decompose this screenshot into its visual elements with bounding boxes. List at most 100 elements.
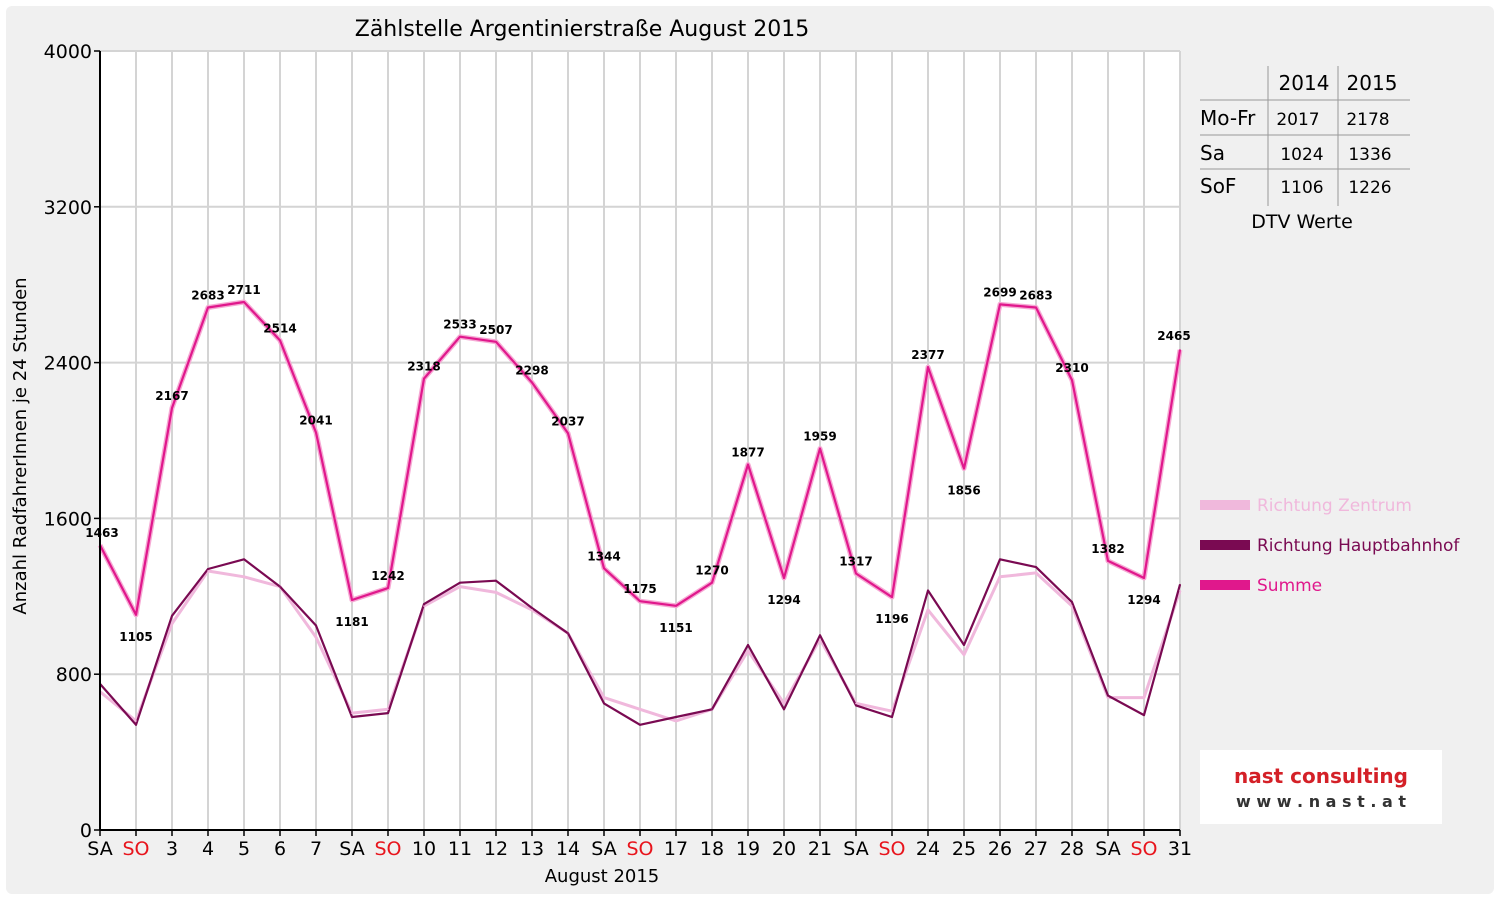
data-point bbox=[315, 624, 317, 627]
data-point bbox=[639, 600, 641, 602]
data-label: 1856 bbox=[947, 484, 980, 498]
data-point bbox=[1035, 566, 1037, 568]
data-label: 1463 bbox=[85, 526, 118, 540]
data-point bbox=[999, 558, 1001, 561]
data-label: 1294 bbox=[1127, 593, 1160, 607]
dtv-header-2015: 2015 bbox=[1347, 71, 1398, 95]
x-tick-label: SA bbox=[591, 838, 616, 860]
data-point bbox=[351, 716, 353, 718]
data-point bbox=[423, 605, 425, 607]
data-label: 1382 bbox=[1091, 542, 1124, 556]
legend-swatch-hauptbahnhof bbox=[1200, 540, 1250, 550]
dtv-row-sa-2015: 1336 bbox=[1348, 145, 1391, 165]
data-point bbox=[1107, 694, 1109, 697]
data-point bbox=[1035, 572, 1037, 574]
x-tick-label: 18 bbox=[700, 838, 724, 860]
data-label: 1181 bbox=[335, 615, 368, 629]
y-tick-label: 0 bbox=[80, 820, 92, 842]
data-point bbox=[459, 585, 461, 588]
data-point bbox=[279, 585, 281, 588]
data-label: 1294 bbox=[767, 593, 800, 607]
dtv-row-sof-2015: 1226 bbox=[1348, 178, 1391, 198]
x-tick-label: 11 bbox=[448, 838, 472, 860]
data-label: 1270 bbox=[695, 564, 728, 578]
legend: Richtung Zentrum Richtung Hauptbahnhof S… bbox=[1200, 496, 1460, 596]
dtv-table: 2014 2015 Mo-Fr 2017 2178 Sa 1024 1336 S… bbox=[1200, 66, 1410, 233]
data-point bbox=[243, 301, 245, 303]
data-point bbox=[1107, 696, 1109, 699]
y-axis-label: Anzahl RadfahrerInnen je 24 Stunden bbox=[10, 277, 31, 614]
data-label: 1877 bbox=[731, 445, 764, 459]
data-point bbox=[675, 716, 677, 718]
data-point bbox=[1107, 560, 1109, 562]
x-tick-label: 10 bbox=[412, 838, 436, 860]
chart-frame: 0 800 1600 2400 3200 4000 SA SO 3 4 5 6 7 SA SO 10 11 12… bbox=[6, 6, 1494, 894]
data-label: 2041 bbox=[299, 414, 332, 428]
data-point bbox=[891, 596, 893, 598]
data-point bbox=[963, 467, 965, 470]
data-point bbox=[927, 609, 929, 611]
data-point bbox=[747, 644, 749, 646]
x-tick-label: 6 bbox=[274, 838, 286, 860]
data-point bbox=[279, 339, 281, 342]
data-point bbox=[459, 581, 461, 584]
data-point bbox=[351, 599, 353, 601]
data-point bbox=[927, 589, 929, 592]
data-label: 2683 bbox=[191, 288, 224, 302]
logo-name: nast consulting bbox=[1234, 764, 1408, 788]
x-tick-label: 4 bbox=[202, 838, 214, 860]
gridlines bbox=[100, 50, 1181, 830]
y-tick-label: 3200 bbox=[44, 197, 92, 219]
data-label: 1344 bbox=[587, 549, 620, 563]
x-tick-label: 25 bbox=[952, 838, 976, 860]
legend-label-hauptbahnhof: Richtung Hauptbahnhof bbox=[1257, 536, 1460, 556]
x-tick-label: SO bbox=[878, 838, 905, 860]
data-point bbox=[387, 587, 389, 589]
x-axis-ticks: SA SO 3 4 5 6 7 SA SO 10 11 12 13 14 SA SO 17 18 19 20 21 SA S… bbox=[87, 830, 1192, 860]
data-point bbox=[999, 576, 1001, 578]
data-points bbox=[99, 301, 1181, 726]
data-label: 2699 bbox=[983, 285, 1016, 299]
data-label: 1196 bbox=[875, 612, 908, 626]
nast-consulting-logo: nast consulting w w w . n a s t . a t bbox=[1200, 750, 1442, 824]
data-point bbox=[1179, 589, 1181, 592]
data-point bbox=[1071, 605, 1073, 607]
data-point bbox=[1143, 577, 1145, 579]
y-tick-label: 800 bbox=[56, 664, 92, 686]
data-point bbox=[207, 568, 209, 570]
y-tick-label: 4000 bbox=[44, 41, 92, 63]
data-label: 2711 bbox=[227, 283, 260, 297]
data-point bbox=[459, 335, 461, 338]
data-point bbox=[711, 708, 713, 711]
y-tick-label: 1600 bbox=[44, 508, 92, 530]
data-point bbox=[999, 303, 1001, 306]
x-tick-label: 19 bbox=[736, 838, 760, 860]
data-point bbox=[135, 724, 137, 726]
x-tick-label: SO bbox=[122, 838, 149, 860]
x-tick-label: 27 bbox=[1024, 838, 1048, 860]
x-tick-label: SO bbox=[626, 838, 653, 860]
x-tick-label: 13 bbox=[520, 838, 544, 860]
data-point bbox=[423, 603, 425, 605]
x-tick-label: SA bbox=[87, 838, 112, 860]
data-point bbox=[855, 704, 857, 707]
data-point bbox=[171, 614, 173, 617]
chart-title: Zählstelle Argentinierstraße August 2015 bbox=[355, 17, 809, 42]
data-point bbox=[1071, 379, 1073, 381]
x-tick-label: 5 bbox=[238, 838, 250, 860]
data-point bbox=[567, 432, 569, 435]
dtv-row-sa-2014: 1024 bbox=[1280, 145, 1323, 165]
x-tick-label: 14 bbox=[556, 838, 580, 860]
data-label: 2507 bbox=[479, 323, 512, 337]
legend-swatch-summe bbox=[1200, 580, 1250, 590]
data-point bbox=[603, 702, 605, 705]
dtv-header-2014: 2014 bbox=[1279, 71, 1330, 95]
data-label: 2465 bbox=[1157, 329, 1190, 343]
data-point bbox=[315, 431, 317, 434]
x-tick-label: 26 bbox=[988, 838, 1012, 860]
x-tick-label: SA bbox=[1095, 838, 1120, 860]
data-label: 2318 bbox=[407, 360, 440, 374]
data-point bbox=[675, 605, 677, 607]
data-point bbox=[783, 708, 785, 711]
data-label: 2298 bbox=[515, 363, 548, 377]
